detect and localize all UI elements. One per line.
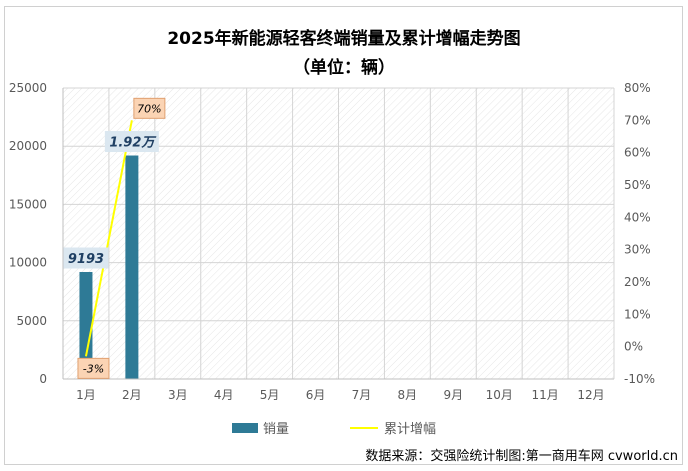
legend-label: 销量 — [263, 422, 289, 437]
y-right-tick-label: 30% — [624, 243, 651, 257]
line-data-label-text: -3% — [83, 362, 104, 375]
y-left-tick-label: 5000 — [16, 314, 47, 328]
y-right-tick-label: 50% — [624, 178, 651, 192]
legend-swatch-bar — [232, 423, 258, 433]
x-tick-label: 12月 — [577, 388, 604, 402]
y-right-tick-label: 60% — [624, 146, 651, 160]
y-right-tick-label: 70% — [624, 113, 651, 127]
x-tick-label: 9月 — [443, 388, 463, 402]
bar — [79, 271, 93, 379]
line-data-label: -3% — [77, 357, 110, 379]
y-right-tick-label: -10% — [624, 372, 655, 386]
y-right-tick-label: 20% — [624, 275, 651, 289]
y-right-tick-label: 0% — [624, 340, 643, 354]
y-right-tick-label: 80% — [624, 81, 651, 95]
bar — [125, 155, 139, 379]
x-tick-label: 8月 — [398, 388, 418, 402]
x-tick-label: 1月 — [76, 388, 96, 402]
x-tick-label: 5月 — [260, 388, 280, 402]
x-tick-label: 6月 — [306, 388, 326, 402]
source-note: 数据来源：交强险统计制图:第一商用车网 cvworld.cn — [365, 449, 678, 464]
x-tick-label: 11月 — [531, 388, 558, 402]
legend-item-sales: 销量 — [232, 422, 289, 437]
x-tick-label: 7月 — [352, 388, 372, 402]
bar-data-label-text: 1.92万 — [109, 136, 157, 151]
bar-data-label: 1.92万 — [104, 131, 159, 153]
y-right-tick-label: 40% — [624, 210, 651, 224]
chart-subtitle: （单位：辆） — [293, 58, 395, 78]
x-tick-label: 3月 — [168, 388, 188, 402]
y-left-tick-label: 20000 — [9, 139, 47, 153]
legend-label: 累计增幅 — [384, 422, 436, 437]
x-tick-label: 2月 — [122, 388, 142, 402]
chart-title: 2025年新能源轻客终端销量及累计增幅走势图 — [167, 29, 521, 49]
bar-data-label-text: 9193 — [68, 252, 104, 267]
cumulative-growth-line — [84, 120, 133, 357]
line-data-label: 70% — [133, 97, 166, 119]
y-left-tick-label: 10000 — [9, 256, 47, 270]
legend-item-growth: 累计增幅 — [350, 422, 436, 437]
line-data-label-box — [77, 357, 110, 379]
y-right-tick-label: 10% — [624, 307, 651, 321]
bar-data-label: 9193 — [63, 247, 109, 269]
y-left-tick-label: 0 — [39, 372, 47, 386]
bar-data-label-box — [63, 247, 109, 269]
y-left-tick-label: 15000 — [9, 197, 47, 211]
x-tick-label: 10月 — [486, 388, 513, 402]
x-tick-label: 4月 — [214, 388, 234, 402]
bar-data-label-box — [104, 131, 159, 153]
line-data-label-text: 70% — [137, 102, 161, 115]
y-left-tick-label: 25000 — [9, 81, 47, 95]
line-data-label-box — [133, 97, 166, 119]
